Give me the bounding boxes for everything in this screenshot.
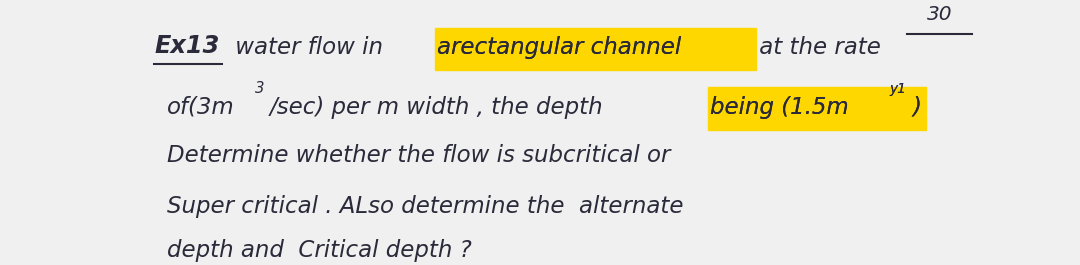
Text: Determine whether the flow is subcritical or: Determine whether the flow is subcritica…: [167, 144, 671, 166]
Text: ): ): [913, 96, 921, 119]
FancyBboxPatch shape: [435, 28, 756, 70]
Text: being (1.5m: being (1.5m: [710, 96, 849, 119]
Text: Ex13: Ex13: [154, 34, 220, 58]
Text: ): ): [913, 96, 921, 119]
Text: arectangular channel: arectangular channel: [437, 36, 681, 59]
Text: Super critical . ALso determine the  alternate: Super critical . ALso determine the alte…: [167, 195, 684, 218]
Text: depth and  Critical depth ?: depth and Critical depth ?: [167, 239, 472, 262]
Text: y1: y1: [889, 82, 906, 96]
Text: 30: 30: [927, 5, 953, 24]
Text: being (1.5m: being (1.5m: [710, 96, 849, 119]
Text: /sec) per m width , the depth: /sec) per m width , the depth: [270, 96, 611, 119]
Text: arectangular channel: arectangular channel: [437, 36, 681, 59]
Text: water flow in: water flow in: [228, 36, 390, 59]
FancyBboxPatch shape: [707, 87, 927, 130]
Text: 3: 3: [255, 81, 265, 96]
Text: at the rate: at the rate: [753, 36, 881, 59]
Text: y1: y1: [889, 82, 906, 96]
Text: of(3m: of(3m: [167, 96, 235, 119]
